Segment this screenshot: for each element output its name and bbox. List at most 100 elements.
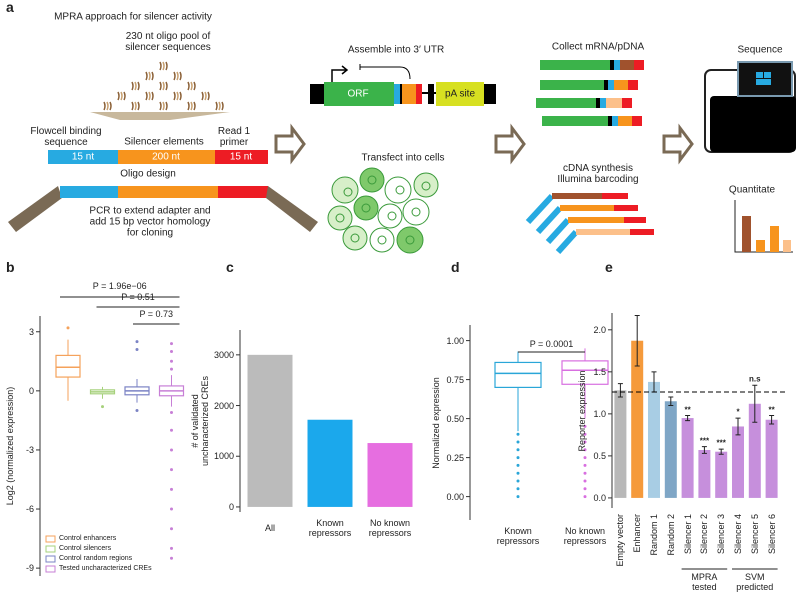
outlier <box>170 411 173 415</box>
outlier <box>170 448 173 452</box>
outlier <box>170 546 173 550</box>
segment-length: 200 nt <box>152 151 180 163</box>
error-bar <box>735 417 741 436</box>
outlier <box>583 463 587 467</box>
y-tick-label: -9 <box>25 563 34 574</box>
outlier <box>516 487 520 491</box>
outlier <box>170 468 173 472</box>
annotation: P = 1.96e−06 <box>92 281 147 291</box>
y-tick-label: 1.5 <box>593 366 606 377</box>
legend-label: Control silencers <box>59 545 112 552</box>
outlier <box>583 479 587 483</box>
outlier <box>516 495 520 499</box>
segment-label: Read 1 primer <box>217 126 251 148</box>
assemble-label: Assemble into 3′ UTR <box>347 44 445 56</box>
oligo-design-label: Oligo design <box>120 168 176 180</box>
outlier <box>583 424 587 428</box>
pa-label: pA site <box>444 88 476 100</box>
orf-label: ORF <box>347 88 369 100</box>
outlier <box>170 487 173 491</box>
outlier <box>516 479 520 483</box>
bar <box>715 451 728 498</box>
box <box>55 354 81 378</box>
panel-label: b <box>6 259 15 275</box>
x-tick-label: Silencer 5 <box>749 514 760 555</box>
outlier <box>170 428 173 432</box>
bar <box>664 401 677 498</box>
y-tick-label: 1000 <box>213 451 234 462</box>
outlier <box>135 347 139 351</box>
y-tick-label: 0.5 <box>593 450 606 461</box>
sequence-label: Sequence <box>737 44 783 56</box>
significance: *** <box>699 436 710 446</box>
bar <box>648 381 660 498</box>
significance: * <box>736 407 740 417</box>
box <box>561 360 609 385</box>
diagram-title: MPRA approach for silencer activity <box>54 11 212 23</box>
quantitate-icon <box>734 200 793 253</box>
outlier <box>583 432 587 436</box>
group-label: SVM predicted <box>736 572 774 592</box>
outlier <box>170 342 173 346</box>
outlier <box>66 326 70 330</box>
legend-swatch <box>45 555 56 563</box>
y-tick-label: 0.75 <box>446 374 464 385</box>
construct <box>310 64 496 106</box>
transfect-label: Transfect into cells <box>361 152 445 164</box>
x-tick-label: Enhancer <box>632 514 643 553</box>
y-tick-label: 0 <box>228 501 234 512</box>
y-tick-label: 1.0 <box>593 408 606 419</box>
legend-swatch <box>45 545 56 553</box>
x-tick-label: Random 2 <box>665 514 676 556</box>
annotation: P = 0.0001 <box>529 339 574 349</box>
outlier <box>170 556 173 560</box>
outlier <box>135 340 139 344</box>
outlier <box>170 349 173 353</box>
y-axis-label: # of validated uncharacterized CREs <box>190 375 210 467</box>
bar <box>748 403 761 498</box>
oligo-design-bar <box>48 150 268 164</box>
outlier <box>516 448 520 452</box>
error-bar <box>752 384 758 423</box>
box <box>494 361 542 389</box>
segment-length: 15 nt <box>71 151 95 163</box>
panel-label: a <box>6 0 14 15</box>
y-tick-label: -3 <box>25 444 34 455</box>
x-tick-label: All <box>264 523 276 533</box>
bar <box>614 390 627 498</box>
outlier <box>583 440 587 444</box>
significance: n.s <box>749 374 761 384</box>
panel-label: c <box>226 259 234 275</box>
significance: ** <box>768 405 775 415</box>
outlier <box>101 405 104 409</box>
annotation: P = 0.51 <box>121 292 155 302</box>
legend-swatch <box>45 565 56 573</box>
y-tick-label: 0.50 <box>446 413 464 424</box>
legend-swatch <box>45 535 56 543</box>
outlier <box>583 487 587 491</box>
y-tick-label: 2.0 <box>593 324 606 335</box>
y-tick-label: 2000 <box>213 400 234 411</box>
panel-label: e <box>605 259 613 275</box>
y-tick-label: 0.25 <box>446 452 464 463</box>
outlier <box>135 409 139 413</box>
x-tick-label: Silencer 1 <box>682 514 693 555</box>
bar <box>681 418 694 498</box>
oligo-pool <box>103 61 224 111</box>
pcr-label: PCR to extend adapter and add 15 bp vect… <box>89 205 211 239</box>
x-tick-label: Known repressors <box>308 518 352 538</box>
legend-label: Control enhancers <box>59 535 117 542</box>
outlier <box>583 456 587 460</box>
x-tick-label: Silencer 4 <box>733 514 743 555</box>
cdna-label: cDNA synthesis Illumina barcoding <box>557 163 639 185</box>
segment-label: Flowcell binding sequence <box>30 126 102 148</box>
x-tick-label: No known repressors <box>368 518 412 538</box>
x-tick-label: Silencer 3 <box>716 514 727 555</box>
y-tick-label: 1.00 <box>446 335 464 346</box>
group-label: MPRA tested <box>691 572 718 592</box>
reads <box>536 60 644 126</box>
y-tick-label: 0 <box>28 385 34 396</box>
significance: ** <box>684 405 691 415</box>
